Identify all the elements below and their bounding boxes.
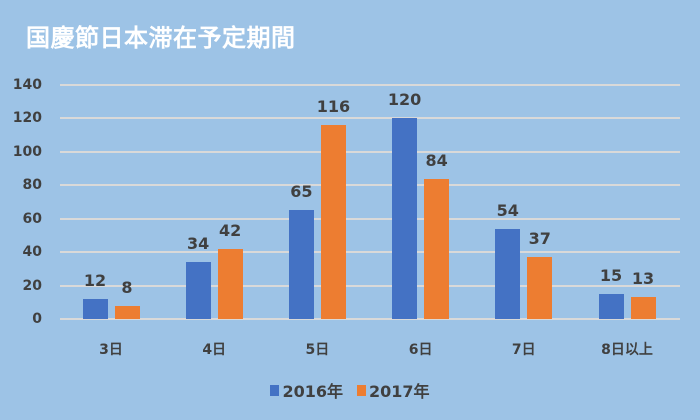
data-label: 15 [599,265,623,285]
legend-item: 2017年 [357,378,430,402]
gridline [60,284,680,287]
y-tick-label: 100 [12,143,42,160]
bar-2016年-6日 [392,118,418,319]
y-tick-label: 60 [22,210,42,227]
bar-2017年-7日 [527,257,553,319]
data-label: 120 [387,90,422,110]
data-label: 65 [290,182,313,202]
data-label: 54 [496,200,519,220]
y-tick-label: 120 [12,110,42,127]
data-label: 12 [83,270,107,290]
bar-2017年-4日 [217,248,243,319]
x-tick-label: 4日 [202,342,227,358]
bar-2016年-8日以上 [598,293,624,319]
gridline [60,318,680,320]
x-tick-label: 7日 [511,342,536,358]
y-tick-label: 140 [12,77,42,93]
y-tick-label: 20 [22,277,42,294]
x-tick-label: 6日 [408,342,433,358]
data-label: 8 [121,277,133,297]
legend-label: 2017年 [369,382,430,401]
legend-label: 2016年 [282,382,343,401]
bar-2016年-5日 [288,210,314,319]
data-label: 116 [316,97,351,117]
gridline [60,251,680,254]
bar-2016年-4日 [185,262,211,319]
y-tick-label: 40 [22,244,42,261]
chart-title: 国慶節日本滞在予定期間 [26,24,296,52]
gridline [60,184,680,187]
x-tick-label: 8日以上 [601,342,653,358]
data-label: 84 [425,150,448,170]
bar-2017年-6日 [424,178,450,319]
gridline [60,217,680,220]
legend-swatch-icon [357,384,366,396]
bar-2016年-3日 [82,298,108,319]
bar-2017年-8日以上 [630,297,656,319]
bar-2016年-7日 [495,228,521,319]
y-tick-label: 0 [32,311,42,327]
bar-2017年-5日 [320,125,346,319]
y-tick-label: 80 [22,177,42,194]
x-tick-label: 5日 [305,342,330,358]
gridline [60,84,680,86]
data-label: 37 [528,229,551,249]
x-tick-label: 3日 [99,342,123,358]
data-label: 42 [219,220,242,240]
gridline [60,117,680,120]
data-label: 34 [187,234,210,254]
legend: 2016年 2017年 [0,378,700,402]
legend-swatch-icon [270,384,280,396]
legend-item: 2016年 [270,378,343,402]
gridline [60,150,680,153]
data-label: 13 [631,269,655,289]
bar-2017年-3日 [114,305,140,319]
